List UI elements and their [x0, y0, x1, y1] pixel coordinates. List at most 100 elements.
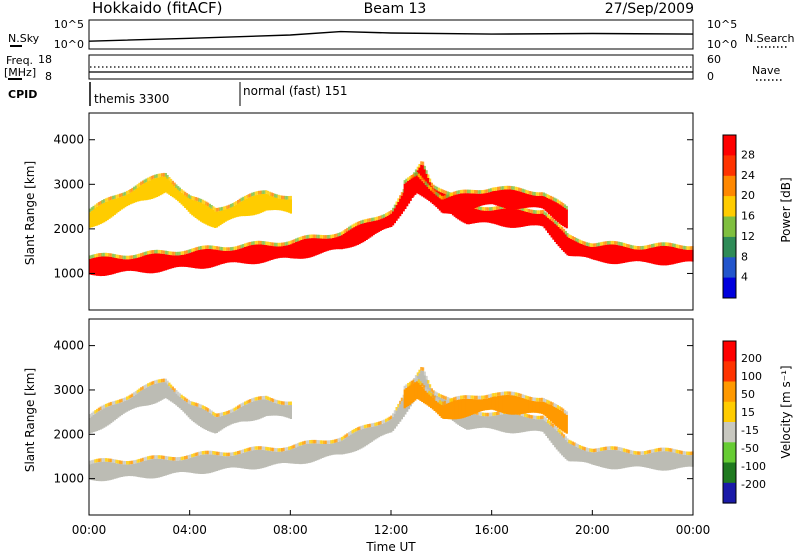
range-cell	[545, 216, 548, 231]
range-cell-fringe	[414, 169, 418, 173]
range-cell	[513, 208, 516, 228]
range-cell	[214, 454, 217, 472]
range-cell-fringe	[281, 195, 284, 200]
range-cell-fringe	[251, 398, 254, 402]
range-cell	[104, 256, 108, 276]
range-cell	[452, 195, 456, 214]
range-cell	[477, 193, 480, 207]
range-cell-fringe	[472, 189, 475, 194]
range-cell-fringe	[628, 449, 631, 454]
range-cell-fringe	[592, 243, 595, 247]
range-cell	[101, 203, 104, 224]
range-cell-fringe	[652, 243, 655, 248]
range-cell	[349, 229, 352, 248]
range-cell	[525, 417, 529, 432]
range-cell-fringe	[514, 186, 517, 191]
range-cell-fringe	[362, 219, 365, 224]
range-cell-fringe	[242, 244, 245, 248]
range-cell-fringe	[235, 201, 238, 205]
range-cell-fringe	[550, 422, 553, 427]
range-cell	[626, 452, 629, 468]
range-cell	[489, 397, 493, 410]
range-cell-fringe	[185, 193, 189, 197]
range-cell	[175, 393, 178, 406]
range-cell-fringe	[337, 438, 340, 442]
range-cell-fringe	[207, 245, 210, 249]
range-cell	[514, 395, 517, 415]
range-cell-fringe	[159, 173, 162, 177]
range-cell-fringe	[617, 241, 620, 246]
range-cell-fringe	[252, 192, 255, 196]
range-cell-fringe	[480, 412, 483, 416]
range-cell-fringe	[117, 399, 120, 404]
range-cell	[133, 463, 136, 477]
range-cell-fringe	[110, 196, 113, 200]
range-cell-fringe	[219, 452, 222, 456]
range-cell-fringe	[481, 395, 484, 400]
range-cell	[235, 249, 238, 263]
range-cell-fringe	[196, 246, 199, 251]
range-cell	[117, 258, 120, 273]
range-cell	[608, 449, 611, 469]
range-cell-fringe	[456, 396, 459, 400]
range-cell-fringe	[601, 447, 604, 451]
range-cell	[480, 210, 483, 223]
range-cell	[424, 185, 427, 199]
range-cell	[435, 401, 438, 413]
range-cell	[481, 399, 484, 411]
range-cell	[305, 238, 308, 259]
range-cell-fringe	[212, 411, 215, 416]
range-cell-fringe	[189, 454, 192, 458]
range-cell	[185, 402, 189, 416]
range-cell-fringe	[323, 235, 326, 239]
range-cell-fringe	[654, 243, 657, 247]
range-cell	[252, 195, 255, 216]
range-cell	[420, 164, 423, 181]
range-cell	[177, 460, 180, 473]
range-cell	[633, 249, 636, 262]
range-cell-fringe	[252, 241, 255, 245]
range-cell-fringe	[520, 206, 523, 211]
range-cell-fringe	[545, 212, 548, 217]
range-cell-fringe	[472, 395, 475, 399]
range-cell	[106, 406, 109, 426]
range-cell	[251, 245, 254, 265]
range-cell-fringe	[461, 189, 464, 194]
range-cell	[635, 249, 638, 262]
range-cell-fringe	[478, 411, 481, 416]
range-cell	[682, 249, 685, 262]
range-cell	[497, 209, 500, 226]
range-cell	[111, 199, 115, 217]
range-cell-fringe	[177, 391, 180, 396]
range-cell-fringe	[520, 412, 523, 416]
range-cell-fringe	[525, 414, 529, 418]
range-cell	[272, 451, 275, 465]
range-cell	[97, 256, 100, 276]
range-cell-fringe	[212, 245, 215, 250]
range-cell	[629, 453, 632, 467]
range-cell	[198, 455, 201, 474]
range-cell-fringe	[161, 173, 164, 177]
range-cell	[265, 245, 268, 262]
range-cell-fringe	[673, 243, 677, 248]
range-cell-fringe	[372, 217, 375, 222]
range-cell-fringe	[633, 245, 636, 250]
range-cell	[118, 258, 122, 273]
range-cell-fringe	[477, 190, 480, 194]
range-cell-fringe	[460, 189, 463, 194]
range-cell-fringe	[302, 235, 305, 240]
range-cell-fringe	[414, 173, 417, 177]
range-cell-fringe	[122, 192, 125, 197]
range-cell	[511, 395, 514, 415]
range-cell	[426, 187, 429, 200]
range-cell-fringe	[617, 447, 620, 451]
range-cell-fringe	[182, 251, 185, 255]
range-cell	[534, 213, 537, 226]
range-cell-fringe	[113, 459, 116, 463]
range-cell	[305, 444, 308, 464]
range-cell-fringe	[312, 234, 315, 239]
range-cell-fringe	[424, 387, 427, 391]
range-cell-fringe	[207, 450, 210, 455]
range-cell	[555, 225, 558, 245]
range-cell	[266, 194, 270, 211]
